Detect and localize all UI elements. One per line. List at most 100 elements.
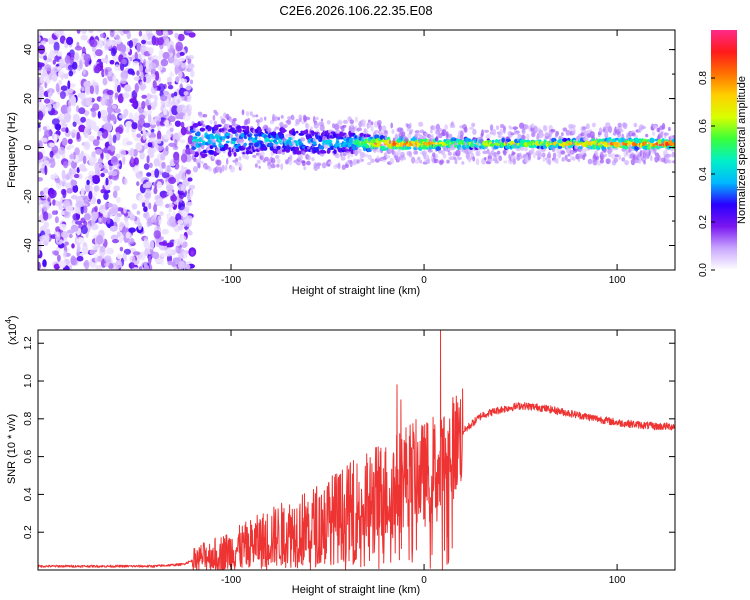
snr-series-line [38,330,675,570]
spectrogram-cell [384,130,388,134]
spectrogram-cell [225,140,230,144]
spectrogram-cell [179,51,185,56]
tick-label: 0.0 [698,263,709,277]
spectrogram-cell [72,113,80,123]
spectrogram-cell [235,148,240,153]
spectrogram-cell [280,115,284,119]
spectrogram-cell [92,139,100,147]
spectrogram-cell [156,181,162,189]
spectrogram-cell [102,168,109,174]
spectrogram-cell [161,228,169,235]
spectrogram-cell [238,137,244,143]
spectrogram-cell [409,122,412,129]
spectrogram-cell [161,171,170,179]
spectrogram-cell [548,133,552,138]
spectrogram-cell [158,49,164,59]
spectrogram-cell [503,160,508,164]
spectrogram-cell [110,47,117,57]
spectrogram-cell [83,220,88,227]
spectrogram-cell [280,163,284,171]
spectrogram-cell [435,154,439,159]
spectrogram-cell [65,127,69,134]
spectrogram-cell [374,130,380,134]
spectrogram-cell [160,94,168,102]
spectrogram-cell [133,157,139,166]
spectrogram-cell [109,225,118,232]
spectrogram-cell [239,163,243,169]
spectrogram-cell [57,79,63,86]
spectrogram-cell [148,162,153,169]
spectrogram-cell [90,223,99,231]
spectrogram-cell [175,213,182,222]
spectrogram-cell [241,109,245,116]
spectrogram-cell [133,112,140,122]
spectrogram-cell [112,134,117,144]
spectrogram-cell [38,151,44,160]
spectrogram-cell [263,146,268,150]
spectrogram-cell [186,215,193,222]
spectrogram-cell [70,52,75,61]
spectrogram-cell [231,120,236,127]
spectrogram-cell [61,137,68,146]
spectrogram-cell [209,120,213,125]
spectrogram-cell [189,189,193,199]
spectrogram-cell [489,124,494,132]
spectrogram-cell [664,132,669,136]
spectrogram-cell [472,156,476,162]
spectrogram-cell [198,114,204,118]
spectrogram-cell [320,118,324,122]
spectrogram-cell [70,256,78,266]
spectrogram-cell [199,127,206,132]
spectrogram-cell [276,145,282,151]
spectrogram-cell [98,39,104,49]
spectrogram-cell [145,98,150,107]
spectrogram-cell [202,114,208,118]
spectrogram-cell [185,83,192,91]
spectrogram-cell [496,150,501,155]
spectrogram-cell [114,82,118,92]
spectrogram-cell [48,72,52,81]
spectrogram-cell [323,150,327,154]
spectrogram-cell [192,166,199,173]
spectrogram-cell [484,129,489,133]
spectrogram-cell [376,148,382,153]
spectrogram-cell [435,146,442,152]
spectrogram-cell [49,49,55,60]
spectrogram-cell [94,205,98,213]
spectrogram-cell [132,251,141,256]
spectrogram-cell [63,73,69,79]
spectrogram-cell [85,142,90,149]
spectrogram-cell [98,164,105,169]
spectrogram-cell [231,137,238,142]
spectrogram-cell [672,135,675,139]
spectrogram-cell [161,161,166,169]
spectrogram-cell [435,135,439,143]
spectrogram-cell [220,118,226,124]
spectrogram-cell [76,255,84,262]
spectrogram-cell [38,161,46,169]
spectrogram-cell [86,223,91,233]
spectrogram-cell [555,157,559,165]
spectrogram-panel: -100 0 100 -40 -20 0 20 40 Height of straight … [6,29,676,297]
spectrogram-cell [249,111,253,116]
spectrogram-cell [175,244,182,254]
spectrogram-cell [164,247,173,257]
spectrogram-cell [177,183,184,192]
spectrogram-cell [258,165,261,169]
spectrogram-cell [640,125,647,130]
spectrogram-cell [207,128,212,132]
spectrogram-cell [122,156,126,165]
spectrogram-cell [60,104,69,115]
spectrogram-cell [599,158,605,164]
svg-text:(x104): (x104) [4,315,19,345]
spectrogram-cell [260,150,265,157]
spectrogram-cell [335,140,340,144]
spectrogram-cell [243,142,247,147]
spectrogram-cell [58,146,66,155]
spectrogram-cell [69,153,75,160]
spectrogram-cell [38,110,44,121]
spectrogram-cell [136,70,140,76]
snr-frame [37,329,676,571]
spectrogram-cell [70,194,78,200]
spectrogram-cell [104,152,111,159]
